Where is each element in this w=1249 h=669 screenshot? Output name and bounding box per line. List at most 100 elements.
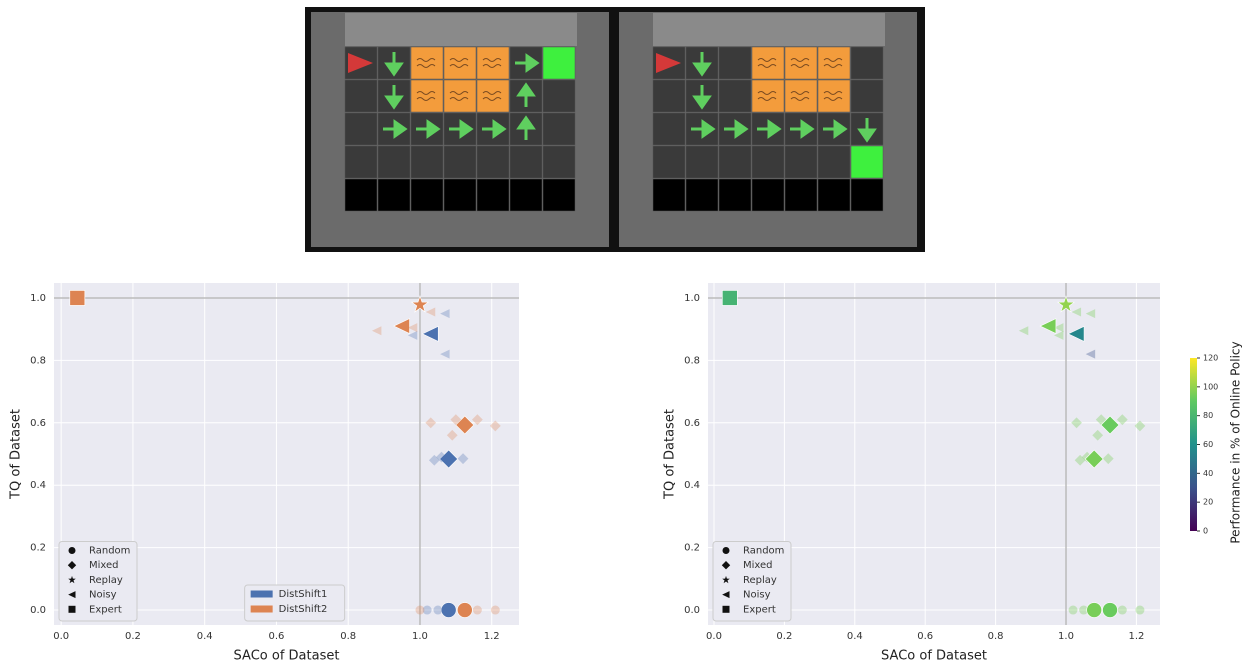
y-tick-label: 0.8: [684, 355, 700, 366]
x-tick-label: 0.0: [706, 631, 722, 642]
legend-marker: [69, 606, 76, 613]
legend-label: Noisy: [743, 590, 771, 601]
cell: [543, 113, 575, 145]
data-point: [1103, 603, 1118, 618]
y-tick-label: 1.0: [30, 293, 46, 304]
cell: [345, 179, 377, 211]
legend-label: Replay: [743, 575, 777, 586]
data-point: [1135, 606, 1144, 615]
cell: [543, 47, 575, 79]
cell: [686, 179, 718, 211]
cell: [653, 179, 685, 211]
cell: [444, 146, 476, 178]
legend-swatch: [251, 591, 273, 598]
x-tick-label: 0.4: [847, 631, 863, 642]
colorbar-tick-label: 120: [1203, 354, 1218, 363]
y-tick-label: 0.6: [684, 418, 700, 429]
cell: [653, 113, 685, 145]
cell: [752, 47, 784, 79]
legend-marker: [723, 547, 730, 554]
data-point: [1069, 606, 1078, 615]
colorbar-tick-label: 20: [1203, 498, 1213, 507]
legend-label: Noisy: [89, 590, 117, 601]
legend-label: DistShift2: [279, 604, 328, 615]
colorbar-tick-label: 100: [1203, 382, 1218, 391]
data-point: [415, 606, 424, 615]
legend-label: Replay: [89, 575, 123, 586]
legend-swatch: [251, 606, 273, 613]
cell: [543, 80, 575, 112]
data-point: [70, 290, 85, 305]
cell: [543, 146, 575, 178]
cell: [543, 179, 575, 211]
cell: [477, 179, 509, 211]
figure: 0.00.20.40.60.81.01.20.00.20.40.60.81.0S…: [0, 0, 1249, 665]
y-axis-label: TQ of Dataset: [9, 409, 24, 500]
cell: [345, 146, 377, 178]
cell: [752, 146, 784, 178]
y-tick-label: 0.6: [30, 418, 46, 429]
cell: [510, 146, 542, 178]
cell: [818, 146, 850, 178]
cell: [785, 47, 817, 79]
cell: [752, 179, 784, 211]
x-tick-label: 1.0: [412, 631, 428, 642]
cell: [785, 80, 817, 112]
data-point: [722, 290, 737, 305]
cell: [785, 179, 817, 211]
cell: [510, 179, 542, 211]
colorbar-tick-label: 40: [1203, 469, 1213, 478]
legend-marker: [723, 606, 730, 613]
colorbar-tick-label: 60: [1203, 440, 1213, 449]
x-tick-label: 0.8: [988, 631, 1004, 642]
data-point: [473, 606, 482, 615]
legend-label: Mixed: [89, 560, 119, 571]
colorbar-tick-label: 80: [1203, 411, 1213, 420]
cell: [411, 47, 443, 79]
data-point: [457, 603, 472, 618]
data-point: [433, 606, 442, 615]
cell: [851, 47, 883, 79]
x-tick-label: 0.0: [53, 631, 69, 642]
y-tick-label: 0.0: [684, 605, 700, 616]
cell: [444, 80, 476, 112]
y-tick-label: 1.0: [684, 293, 700, 304]
cell: [345, 80, 377, 112]
x-tick-label: 0.6: [917, 631, 933, 642]
x-axis-label: SACo of Dataset: [234, 649, 340, 664]
cell: [818, 179, 850, 211]
legend-label: Expert: [743, 604, 776, 615]
x-tick-label: 1.2: [484, 631, 500, 642]
y-tick-label: 0.4: [684, 480, 700, 491]
cell: [444, 179, 476, 211]
cell: [719, 146, 751, 178]
cell: [378, 146, 410, 178]
x-tick-label: 1.2: [1128, 631, 1144, 642]
cell: [411, 80, 443, 112]
cell: [752, 80, 784, 112]
x-axis-label: SACo of Dataset: [881, 649, 987, 664]
y-tick-label: 0.2: [684, 543, 700, 554]
y-tick-label: 0.4: [30, 480, 46, 491]
x-tick-label: 0.4: [197, 631, 213, 642]
cell: [477, 146, 509, 178]
cell: [411, 146, 443, 178]
cell: [719, 179, 751, 211]
cell: [719, 80, 751, 112]
cell: [477, 47, 509, 79]
cell: [653, 146, 685, 178]
x-tick-label: 0.8: [340, 631, 356, 642]
data-point: [1118, 606, 1127, 615]
wall: [653, 13, 885, 46]
wall: [345, 13, 577, 46]
colorbar-tick-label: 0: [1203, 527, 1208, 536]
data-point: [491, 606, 500, 615]
legend-label: Expert: [89, 604, 122, 615]
x-tick-label: 0.6: [269, 631, 285, 642]
y-tick-label: 0.8: [30, 355, 46, 366]
cell: [411, 179, 443, 211]
cell: [818, 80, 850, 112]
cell: [477, 80, 509, 112]
cell: [686, 146, 718, 178]
y-tick-label: 0.0: [30, 605, 46, 616]
